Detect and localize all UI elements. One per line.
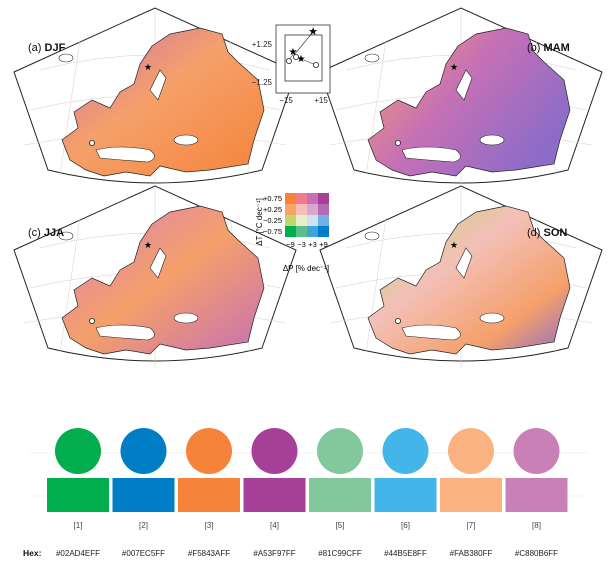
inset-star-icon: ★ [297, 54, 306, 65]
palette-circle [251, 428, 298, 474]
palette-rect [243, 478, 306, 512]
station-star-icon: ★ [144, 240, 152, 250]
legend-ytick: −0.25 [263, 216, 282, 225]
palette-circle [382, 428, 429, 474]
swatch-index: [5] [335, 521, 345, 530]
station-star-icon: ★ [144, 62, 152, 72]
legend-cell [296, 193, 307, 204]
palette-rect [178, 478, 240, 512]
legend-cell [296, 215, 307, 226]
land-mass [367, 27, 571, 177]
palette-circle [448, 428, 494, 474]
swatch-index: [8] [532, 521, 541, 530]
land-mass [61, 205, 265, 355]
palette-rect [47, 478, 109, 512]
inset-ytick: −1.25 [252, 78, 273, 87]
legend-cell [285, 226, 296, 237]
land-mass [61, 27, 265, 177]
legend-cell [296, 226, 307, 237]
inset-plot: ★ ★ ★ +1.25 −1.25 −15 +15 [252, 24, 331, 105]
palette-rect [112, 478, 175, 512]
inset-xtick: +15 [314, 96, 328, 105]
swatch-hex: #F5843AFF [187, 549, 231, 558]
station-circle-marker [395, 139, 402, 146]
legend-cell [285, 204, 296, 215]
swatch-index: [7] [466, 521, 476, 530]
inset-star-icon: ★ [308, 26, 318, 38]
swatch-hex: #C880B6FF [514, 549, 559, 558]
palette-rect [374, 478, 437, 512]
station-circle-marker [89, 139, 96, 146]
legend-xtick: +3 [308, 240, 317, 249]
legend-cell [318, 193, 329, 204]
legend-cell [307, 204, 318, 215]
panel-label-a: (a) DJF [28, 42, 66, 54]
palette-circle [55, 428, 101, 474]
legend-y-label: ΔT [°C dec⁻¹] [255, 198, 264, 246]
swatch-hex: #A53F97FF [253, 549, 296, 558]
legend-xtick: −9 [286, 240, 295, 249]
swatch-index: [6] [401, 521, 410, 530]
swatch-hex: #FAB380FF [449, 549, 493, 558]
map-panel-djf: ★ [13, 7, 297, 190]
legend-ytick: +0.25 [263, 205, 282, 214]
swatch-hex: #44B5E8FF [384, 549, 427, 558]
legend-cell [318, 204, 329, 215]
legend-ytick: +0.75 [263, 194, 282, 203]
legend-xtick: −3 [297, 240, 306, 249]
palette-circle [120, 428, 167, 474]
palette-rect [505, 478, 568, 512]
palette-rect [309, 478, 371, 512]
swatch-hex: #007EC5FF [121, 549, 166, 558]
legend-cell [285, 215, 296, 226]
swatch-index: [4] [270, 521, 279, 530]
swatch-index: [1] [73, 521, 83, 530]
legend-cell [307, 226, 318, 237]
swatch-hex: #02AD4EFF [55, 549, 101, 558]
inset-star-icon: ★ [289, 47, 298, 58]
legend-x-label: ΔP [% dec⁻¹] [283, 264, 329, 273]
palette-section [30, 428, 588, 512]
swatch-index: [2] [139, 521, 148, 530]
inset-circle-marker [312, 62, 319, 69]
panel-label-c: (c) JJA [28, 227, 64, 239]
panel-label-b: (b) MAM [527, 42, 570, 54]
legend-ytick: −0.75 [263, 227, 282, 236]
bivariate-legend: +0.75 +0.25 −0.25 −0.75 −9 −3 +3 +9 ΔT [°C dec… [255, 193, 329, 273]
legend-xtick: +9 [319, 240, 328, 249]
inset-circle-marker [285, 58, 292, 65]
legend-cell [307, 215, 318, 226]
palette-circle [317, 428, 363, 474]
legend-cell [296, 204, 307, 215]
panel-label-d: (d) SON [527, 227, 567, 239]
map-panel-son: ★ [319, 185, 603, 368]
map-panel-jja: ★ [13, 185, 297, 368]
legend-cell [318, 226, 329, 237]
palette-circle [513, 428, 560, 474]
swatch-index: [3] [204, 521, 214, 530]
inset-xtick: −15 [279, 96, 293, 105]
inset-ytick: +1.25 [252, 40, 273, 49]
legend-cell [318, 215, 329, 226]
hex-title: Hex: [23, 548, 42, 558]
station-circle-marker [89, 317, 96, 324]
map-panel-mam: ★ [319, 7, 603, 190]
legend-cell [307, 193, 318, 204]
inset-circle-marker [292, 54, 299, 61]
legend-cell [285, 193, 296, 204]
land-mass [367, 205, 571, 355]
station-star-icon: ★ [450, 62, 458, 72]
palette-circle [186, 428, 232, 474]
palette-rect [440, 478, 502, 512]
station-circle-marker [395, 317, 402, 324]
station-star-icon: ★ [450, 240, 458, 250]
swatch-hex: #81C99CFF [318, 549, 362, 558]
